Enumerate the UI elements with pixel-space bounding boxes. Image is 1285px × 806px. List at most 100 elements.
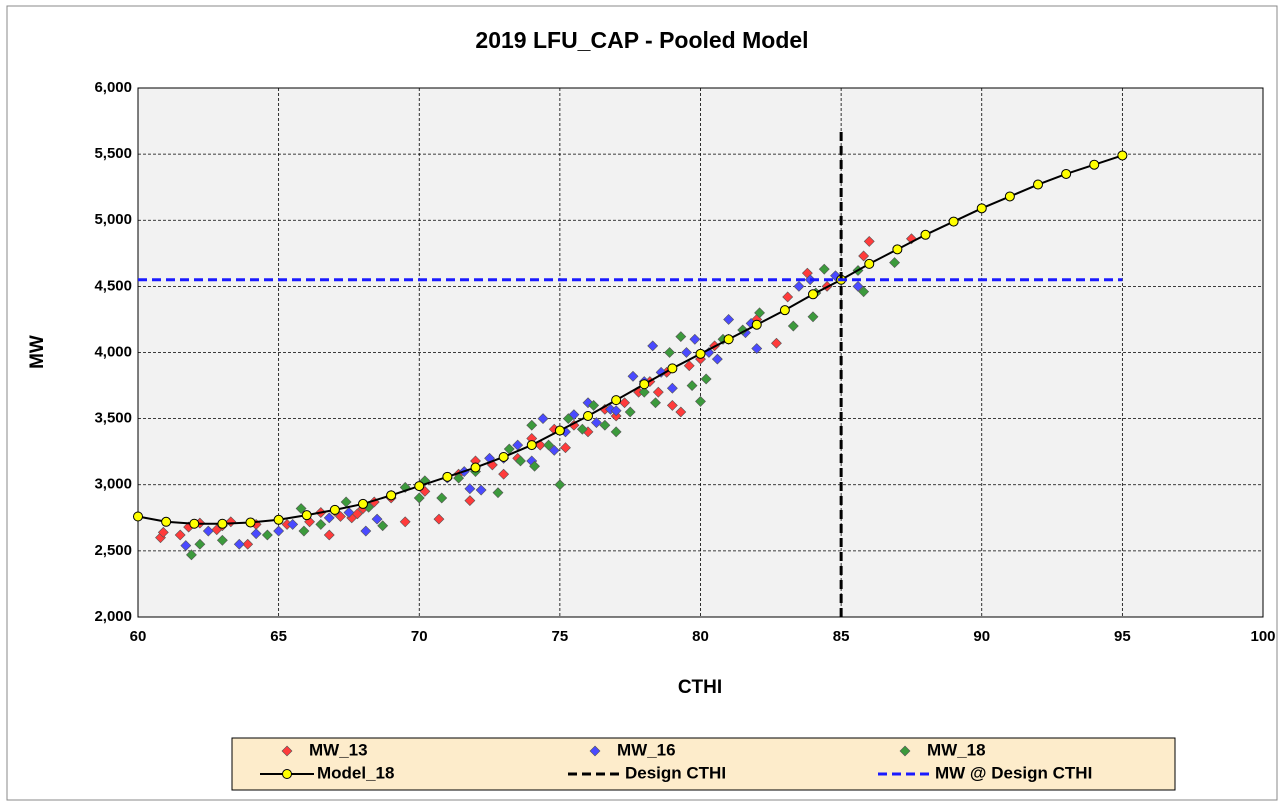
legend-marker xyxy=(282,769,292,779)
y-tick-label: 3,000 xyxy=(94,476,132,493)
scatter-point xyxy=(548,444,560,456)
scatter-point xyxy=(543,439,555,451)
scatter-point xyxy=(562,413,574,425)
model-point xyxy=(1033,179,1043,190)
scatter-point xyxy=(666,382,678,394)
x-tick-label: 65 xyxy=(270,628,287,645)
model-point xyxy=(723,334,734,345)
scatter-point xyxy=(351,508,363,520)
scatter-point xyxy=(681,347,692,358)
legend-marker xyxy=(899,745,911,757)
model-point xyxy=(1117,150,1128,161)
legend-label: MW @ Design CTHI xyxy=(935,763,1092,782)
scatter-point xyxy=(186,549,197,561)
scatter-point xyxy=(498,468,510,480)
scatter-point xyxy=(399,516,411,528)
scatter-point xyxy=(852,280,864,292)
model-point xyxy=(639,379,650,390)
scatter-point xyxy=(771,337,782,349)
model-point xyxy=(948,216,959,227)
scatter-point xyxy=(360,525,372,537)
model-point xyxy=(976,203,987,214)
scatter-point xyxy=(664,347,675,358)
scatter-point xyxy=(793,280,805,292)
scatter-point xyxy=(655,366,667,378)
scatter-point xyxy=(863,235,875,247)
scatter-point xyxy=(723,314,735,325)
model-point xyxy=(133,511,143,522)
x-axis-label: CTHI xyxy=(678,677,722,698)
scatter-point xyxy=(624,406,636,418)
scatter-point xyxy=(515,455,526,467)
scatter-point xyxy=(647,340,659,352)
scatter-point xyxy=(666,399,678,411)
model-point xyxy=(189,518,200,529)
y-tick-label: 6,000 xyxy=(94,79,132,96)
model-point xyxy=(386,490,397,501)
scatter-point xyxy=(554,479,566,491)
y-tick-label: 4,500 xyxy=(94,277,132,294)
scatter-point xyxy=(399,481,411,493)
legend-marker xyxy=(281,745,293,757)
scatter-point xyxy=(807,311,819,323)
scatter-point xyxy=(599,419,611,431)
scatter-point xyxy=(174,529,186,541)
scatter-point xyxy=(202,525,214,537)
scatter-point xyxy=(526,419,538,431)
scatter-point xyxy=(683,360,695,372)
legend-box xyxy=(231,737,1176,791)
x-tick-label: 90 xyxy=(973,628,990,645)
scatter-point xyxy=(591,417,602,429)
scatter-point xyxy=(529,460,540,472)
scatter-point xyxy=(751,343,763,354)
legend-label: Model_18 xyxy=(317,763,394,782)
scatter-point xyxy=(343,507,355,518)
scatter-point xyxy=(323,529,335,541)
model-point xyxy=(1061,168,1072,179)
model-point xyxy=(779,305,790,316)
scatter-point xyxy=(298,525,310,537)
scatter-point xyxy=(610,405,622,417)
model-point xyxy=(301,510,312,521)
model-point xyxy=(498,451,509,462)
model-point xyxy=(808,289,818,300)
legend-label: Design CTHI xyxy=(625,763,726,782)
model-point xyxy=(892,244,903,255)
scatter-point xyxy=(619,397,630,409)
model-point xyxy=(554,425,565,436)
scatter-point xyxy=(711,353,723,365)
x-tick-label: 60 xyxy=(130,628,147,645)
scatter-point xyxy=(588,399,600,411)
scatter-point xyxy=(464,483,476,495)
scatter-point xyxy=(700,373,712,385)
model-point xyxy=(358,498,368,509)
scatter-point xyxy=(436,492,448,504)
scatter-point xyxy=(335,511,346,522)
legend-label: MW_13 xyxy=(309,740,368,759)
scatter-point xyxy=(906,233,917,245)
y-tick-label: 2,000 xyxy=(94,608,132,625)
scatter-point xyxy=(686,380,698,391)
y-axis-label: MW xyxy=(27,335,48,369)
scatter-point xyxy=(818,263,830,275)
scatter-point xyxy=(576,423,588,435)
scatter-point xyxy=(250,528,262,540)
x-tick-label: 85 xyxy=(833,628,850,645)
scatter-point xyxy=(242,538,254,550)
x-tick-label: 70 xyxy=(411,628,428,645)
plot-border xyxy=(137,87,1264,618)
scatter-point xyxy=(787,320,799,332)
model-point xyxy=(217,518,228,529)
legend-marker xyxy=(589,745,601,757)
model-point xyxy=(751,319,762,330)
scatter-point xyxy=(689,333,701,345)
model-point xyxy=(273,514,284,525)
y-tick-label: 5,500 xyxy=(94,145,132,162)
model-point xyxy=(526,440,537,451)
scatter-point xyxy=(216,534,228,546)
chart-title: 2019 LFU_CAP - Pooled Model xyxy=(475,27,808,53)
model-point xyxy=(161,516,172,527)
scatter-point xyxy=(371,513,383,525)
scatter-point xyxy=(858,250,870,262)
